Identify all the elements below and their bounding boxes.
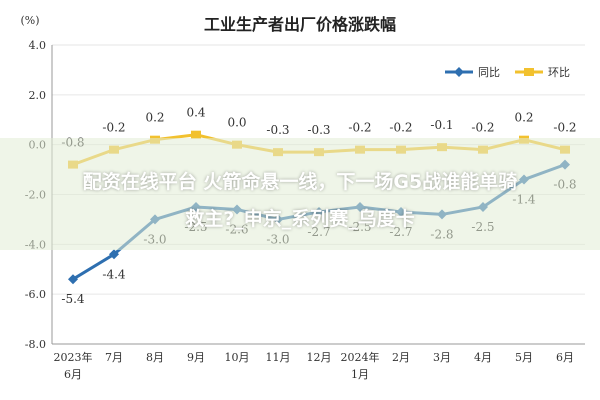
x-tick-label: 11月 <box>266 351 291 364</box>
y-tick-label: 2.0 <box>29 89 47 102</box>
data-label-mom: 0.2 <box>145 111 164 125</box>
data-label-yoy: -5.4 <box>61 292 85 306</box>
data-label-mom: 0.0 <box>227 116 246 130</box>
x-tick-label: 2月 <box>392 351 410 364</box>
data-label-mom: -0.3 <box>266 123 289 137</box>
overlay-banner <box>0 138 600 250</box>
x-tick-label: 12月 <box>307 351 332 364</box>
legend-label: 同比 <box>478 66 500 79</box>
data-label-mom: -0.2 <box>471 121 494 135</box>
x-tick-label: 2024年 1月 <box>341 350 380 381</box>
data-point-yoy <box>109 249 119 260</box>
overlay-headline-line2[interactable]: 救主?_申京_系列赛_乌度卡 <box>185 208 415 230</box>
data-label-mom: -0.2 <box>553 121 576 135</box>
data-label-mom: -0.2 <box>102 121 125 135</box>
data-point-mom <box>191 130 201 139</box>
overlay-headline-line1[interactable]: 配资在线平台 火箭命悬一线，下一场G5战谁能单骑 <box>82 171 518 193</box>
x-tick-label: 7月 <box>105 351 123 364</box>
x-tick-label: 3月 <box>433 351 451 364</box>
data-label-mom: 0.2 <box>514 111 533 125</box>
legend-label: 环比 <box>548 66 570 79</box>
data-label-mom: 0.4 <box>186 106 205 120</box>
y-axis-unit: (%) <box>20 14 39 27</box>
x-tick-label: 4月 <box>474 351 492 364</box>
data-label-mom: -0.3 <box>307 123 330 137</box>
x-tick-label: 9月 <box>187 351 205 364</box>
x-tick-label: 5月 <box>515 351 533 364</box>
data-label-mom: -0.2 <box>389 121 412 135</box>
legend-marker <box>524 68 534 76</box>
data-point-yoy <box>68 274 78 285</box>
y-tick-label: 4.0 <box>29 39 47 52</box>
legend-marker <box>454 67 464 77</box>
x-tick-label: 2023年 6月 <box>54 350 93 381</box>
x-tick-label: 8月 <box>146 351 164 364</box>
x-tick-label: 10月 <box>225 351 250 364</box>
y-tick-label: -8.0 <box>25 338 46 351</box>
data-label-yoy: -4.4 <box>102 267 126 281</box>
data-label-mom: -0.2 <box>348 121 371 135</box>
y-tick-label: -6.0 <box>25 288 46 301</box>
x-tick-label: 6月 <box>556 351 574 364</box>
data-label-mom: -0.1 <box>430 118 453 132</box>
chart-title: 工业生产者出厂价格涨跌幅 <box>204 15 396 34</box>
